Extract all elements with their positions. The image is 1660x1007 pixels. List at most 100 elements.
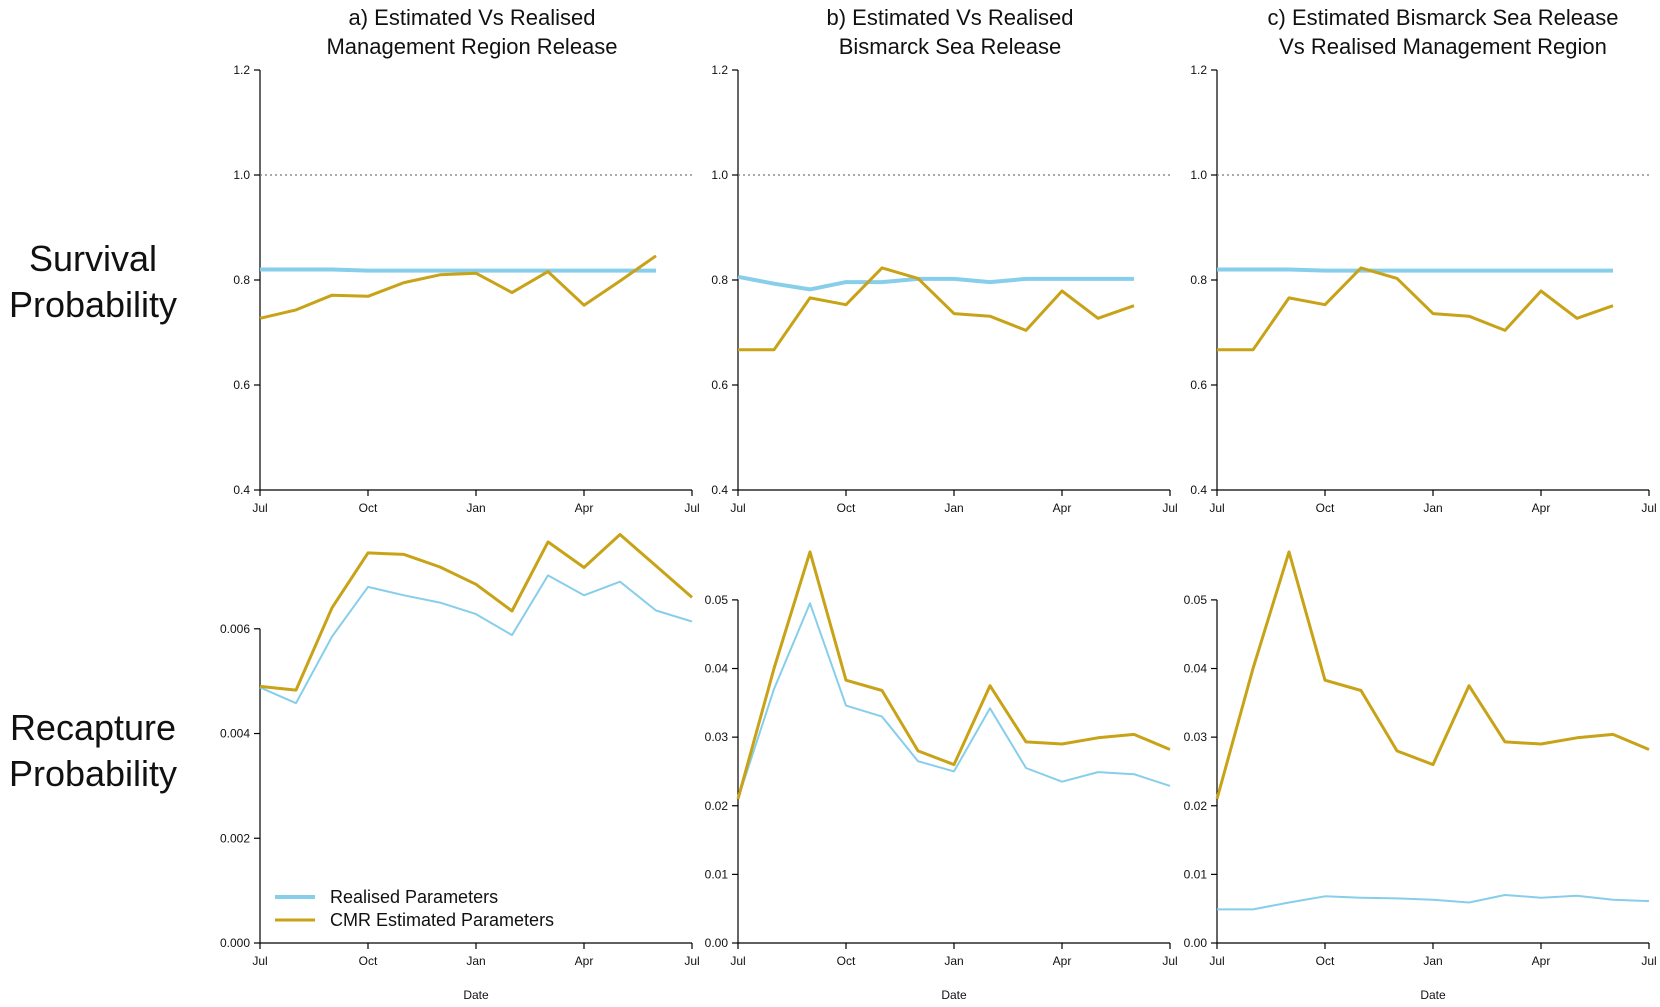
panel-title-a: a) Estimated Vs Realised Management Regi… <box>326 5 617 59</box>
panel-b-recapture: 0.00 0.01 0.02 0.03 0.04 0.05 Jul Oct Jan Apr Jul D… <box>705 550 1178 1002</box>
x-tick-label: Jul <box>1641 501 1656 515</box>
x-tick-label: Apr <box>1532 954 1551 968</box>
x-tick-label: Oct <box>359 954 378 968</box>
x-axis-title: Date <box>463 988 489 1002</box>
x-tick-label: Jul <box>684 501 699 515</box>
x-tick-label: Oct <box>1316 501 1335 515</box>
y-tick-label: 0.6 <box>1190 378 1207 392</box>
panel-c-recapture: 0.00 0.01 0.02 0.03 0.04 0.05 Jul Oct Jan Apr Jul D… <box>1184 550 1657 1002</box>
series-line-realised <box>1217 894 1650 911</box>
y-tick-label: 0.03 <box>1184 730 1208 744</box>
panel-title-b-line1: b) Estimated Vs Realised <box>827 5 1074 30</box>
series-line-estimated <box>1215 550 1650 800</box>
x-tick-label: Jan <box>466 501 485 515</box>
y-tick-label: 0.8 <box>1190 273 1207 287</box>
y-tick-label: 0.4 <box>1190 483 1207 497</box>
y-tick-label: 1.0 <box>233 168 250 182</box>
x-tick-label: Jul <box>730 954 745 968</box>
x-tick-label: Jul <box>1641 954 1656 968</box>
row-label-recapture: Recapture Probability <box>9 707 177 794</box>
x-tick-label: Jul <box>1162 501 1177 515</box>
x-tick-label: Apr <box>1053 501 1072 515</box>
x-tick-label: Apr <box>1532 501 1551 515</box>
series-line-realised <box>260 267 656 273</box>
x-tick-label: Jan <box>944 501 963 515</box>
y-tick-label: 0.002 <box>220 831 250 845</box>
y-tick-label: 0.6 <box>233 378 250 392</box>
x-axis-title: Date <box>941 988 967 1002</box>
y-tick-label: 0.000 <box>220 936 250 950</box>
y-tick-label: 0.04 <box>1184 662 1208 676</box>
y-tick-label: 0.4 <box>711 483 728 497</box>
x-tick-label: Jul <box>1209 501 1224 515</box>
panel-c-survival: 0.4 0.6 0.8 1.0 1.2 Jul Oct Jan Apr Jul <box>1190 63 1656 515</box>
y-tick-label: 1.0 <box>711 168 728 182</box>
y-tick-label: 0.004 <box>220 727 250 741</box>
x-tick-label: Jan <box>466 954 485 968</box>
row-label-survival-line1: Survival <box>29 238 157 279</box>
series-line-realised <box>737 274 1134 292</box>
y-tick-label: 0.01 <box>1184 867 1208 881</box>
panel-title-a-line1: a) Estimated Vs Realised <box>349 5 596 30</box>
x-tick-label: Oct <box>359 501 378 515</box>
panel-title-b-line2: Bismarck Sea Release <box>839 34 1062 59</box>
x-tick-label: Apr <box>575 501 594 515</box>
y-tick-label: 0.01 <box>705 867 729 881</box>
x-tick-label: Oct <box>837 501 856 515</box>
y-tick-label: 0.02 <box>1184 799 1208 813</box>
x-tick-label: Jul <box>252 954 267 968</box>
y-tick-label: 0.04 <box>705 662 729 676</box>
x-tick-label: Jul <box>1209 954 1224 968</box>
row-label-survival: Survival Probability <box>9 238 177 325</box>
x-tick-label: Jul <box>252 501 267 515</box>
row-label-recapture-line2: Probability <box>9 753 177 794</box>
legend-label-realised: Realised Parameters <box>330 887 498 907</box>
x-tick-label: Apr <box>1053 954 1072 968</box>
x-tick-label: Jan <box>1423 501 1442 515</box>
legend: Realised Parameters CMR Estimated Parame… <box>275 887 554 930</box>
x-tick-label: Jul <box>1162 954 1177 968</box>
y-tick-label: 1.0 <box>1190 168 1207 182</box>
y-tick-label: 1.2 <box>711 63 728 77</box>
row-label-recapture-line1: Recapture <box>10 707 176 748</box>
x-tick-label: Jul <box>684 954 699 968</box>
x-tick-label: Jan <box>944 954 963 968</box>
row-label-survival-line2: Probability <box>9 284 177 325</box>
y-tick-label: 0.8 <box>711 273 728 287</box>
x-tick-label: Oct <box>837 954 856 968</box>
x-tick-label: Jul <box>730 501 745 515</box>
y-tick-label: 0.4 <box>233 483 250 497</box>
y-tick-label: 0.6 <box>711 378 728 392</box>
y-tick-label: 0.8 <box>233 273 250 287</box>
panel-title-c-line1: c) Estimated Bismarck Sea Release <box>1268 5 1619 30</box>
panel-title-c: c) Estimated Bismarck Sea Release Vs Rea… <box>1268 5 1619 59</box>
x-tick-label: Jan <box>1423 954 1442 968</box>
legend-label-estimated: CMR Estimated Parameters <box>330 910 554 930</box>
series-line-estimated <box>738 266 1135 352</box>
panel-b-survival: 0.4 0.6 0.8 1.0 1.2 Jul Oct Jan Apr Jul <box>711 63 1177 515</box>
series-line-realised <box>1217 267 1613 273</box>
y-tick-label: 0.006 <box>220 622 250 636</box>
series-line-realised <box>737 602 1171 800</box>
x-axis-title: Date <box>1420 988 1446 1002</box>
y-tick-label: 0.00 <box>1184 936 1208 950</box>
panel-a-recapture: 0.000 0.002 0.004 0.006 Jul Oct Jan Apr Jul Date <box>220 533 700 1002</box>
panel-a-survival: 0.4 0.6 0.8 1.0 1.2 Jul Oct Jan Apr Jul <box>233 63 699 515</box>
y-tick-label: 0.05 <box>705 593 729 607</box>
y-tick-label: 1.2 <box>1190 63 1207 77</box>
series-line-realised <box>259 574 693 705</box>
panel-title-c-line2: Vs Realised Management Region <box>1279 34 1607 59</box>
y-tick-label: 0.05 <box>1184 593 1208 607</box>
y-tick-label: 0.00 <box>705 936 729 950</box>
panel-title-a-line2: Management Region Release <box>326 34 617 59</box>
x-tick-label: Oct <box>1316 954 1335 968</box>
panel-title-b: b) Estimated Vs Realised Bismarck Sea Re… <box>827 5 1074 59</box>
series-line-estimated <box>259 533 693 692</box>
y-tick-label: 1.2 <box>233 63 250 77</box>
x-tick-label: Apr <box>575 954 594 968</box>
series-line-estimated <box>736 550 1171 800</box>
series-line-estimated <box>1217 266 1614 352</box>
series-line-estimated <box>259 254 657 320</box>
y-tick-label: 0.03 <box>705 730 729 744</box>
